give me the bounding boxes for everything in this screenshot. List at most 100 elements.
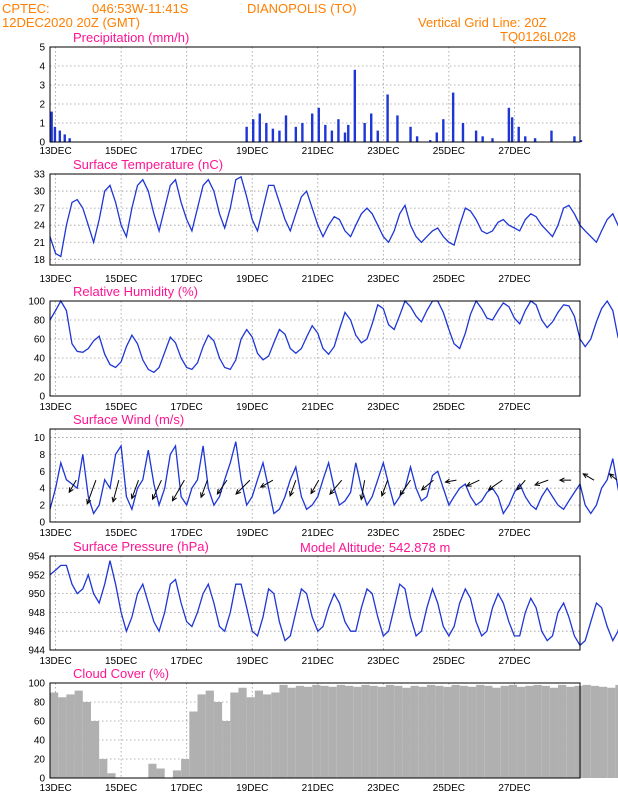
precip-bar (353, 69, 357, 142)
precip-xtick: 13DEC (39, 146, 71, 157)
cloud-bar (181, 759, 190, 778)
pressure-ytick: 950 (28, 589, 45, 600)
cloud-bar (189, 711, 198, 778)
cloud-ytick: 20 (34, 755, 46, 766)
cloud-xtick: 25DEC (433, 783, 465, 794)
precip-xtick: 19DEC (236, 146, 268, 157)
cloud-bar (558, 684, 567, 778)
wind-arrow-shaft (534, 479, 549, 486)
temp-line (49, 175, 618, 258)
cloud-bar (541, 685, 550, 778)
wind-arrow-shaft (609, 473, 618, 481)
wind-arrow-shaft (86, 479, 97, 505)
precip-xtick: 23DEC (367, 146, 399, 157)
header-coords: 046:53W-11:41S (92, 1, 189, 16)
cloud-bar (295, 685, 305, 778)
wind-arrow-shaft (488, 479, 503, 491)
cloud-bar (615, 684, 618, 778)
wind-xtick: 23DEC (367, 528, 399, 539)
precip-bar (491, 138, 494, 142)
temp-xtick: 17DEC (171, 274, 203, 285)
cloud-bar (549, 687, 559, 778)
temp-xtick: 21DEC (302, 274, 334, 285)
humidity-xtick: 27DEC (498, 402, 530, 413)
wind-xtick: 27DEC (498, 528, 530, 539)
wind-arrow-head (200, 492, 206, 499)
wind-ytick: 0 (39, 518, 45, 529)
precip-title: Precipitation (mm/h) (73, 30, 189, 45)
cloud-bar (525, 685, 534, 778)
cloud-bar (320, 685, 329, 778)
wind-arrow-shaft (445, 479, 457, 483)
wind-ytick: 2 (39, 501, 45, 512)
pressure-ytick: 952 (28, 570, 45, 581)
cloud-bar (402, 687, 411, 778)
cloud-xtick: 23DEC (367, 783, 399, 794)
pressure-xtick: 17DEC (171, 656, 203, 667)
wind-arrow-head (289, 490, 295, 498)
precip-ytick: 0 (39, 138, 45, 149)
cloud-bar (344, 685, 354, 778)
wind-xtick: 19DEC (236, 528, 268, 539)
precip-bar (317, 107, 320, 142)
cloud-ytick: 40 (34, 736, 46, 747)
cloud-bar (361, 684, 370, 778)
wind-arrow-shaft (310, 479, 320, 494)
precip-ytick: 3 (39, 81, 45, 92)
cloud-bar (451, 684, 460, 778)
cloud-bar (500, 685, 509, 778)
temp-ytick: 24 (34, 221, 46, 232)
humidity-frame (49, 300, 581, 397)
humidity-ytick: 0 (39, 392, 45, 403)
precip-bar (533, 138, 537, 142)
cloud-bar (582, 684, 591, 778)
cloud-bar (533, 684, 542, 778)
cloud-ytick: 100 (28, 679, 45, 690)
precip-bar (252, 119, 255, 142)
cloud-bar (418, 686, 427, 778)
cloud-bar (156, 768, 165, 778)
cloud-bar (107, 773, 116, 778)
temp-ytick: 27 (34, 204, 46, 215)
wind-xtick: 15DEC (105, 528, 137, 539)
wind-xtick: 21DEC (302, 528, 334, 539)
cloud-bar (197, 694, 206, 778)
precip-bar (573, 136, 576, 142)
cloud-bar (607, 687, 616, 778)
cloud-frame (49, 682, 581, 779)
wind-line (49, 441, 618, 515)
header-station: DIANOPOLIS (TO) (247, 1, 357, 16)
precip-bar (347, 124, 350, 142)
precip-bar (510, 117, 514, 142)
wind-arrow-shaft (381, 479, 389, 497)
cloud-bar (222, 721, 231, 778)
precip-bar (258, 113, 261, 142)
cloud-ytick: 0 (39, 774, 45, 785)
wind-arrow-head (235, 489, 241, 495)
cloud-bar (590, 685, 600, 778)
temp-frame (49, 173, 581, 266)
wind-arrow-head (111, 496, 117, 503)
precip-bar (517, 126, 520, 142)
wind-xtick: 13DEC (39, 528, 71, 539)
precip-bar (284, 115, 288, 142)
wind-arrow-shaft (329, 479, 343, 495)
precip-bar (324, 124, 327, 142)
wind-arrow-head (130, 493, 136, 500)
humidity-xtick: 25DEC (433, 402, 465, 413)
wind-arrow-shaft (516, 479, 526, 491)
header-date: 12DEC2020 20Z (GMT) (2, 15, 140, 30)
precip-bar (343, 132, 347, 142)
wind-xtick: 17DEC (171, 528, 203, 539)
precip-bar (245, 126, 248, 142)
cloud-bar (312, 684, 321, 778)
wind-arrow-shaft (68, 479, 77, 493)
humidity-line (49, 299, 618, 374)
wind-arrow-shaft (112, 480, 120, 502)
precip-bar (363, 123, 366, 142)
precip-bar (550, 130, 553, 142)
wind-xtick: 25DEC (433, 528, 465, 539)
cloud-bar (254, 690, 264, 778)
wind-arrow-head (516, 484, 522, 491)
wind-arrow-head (444, 478, 451, 484)
